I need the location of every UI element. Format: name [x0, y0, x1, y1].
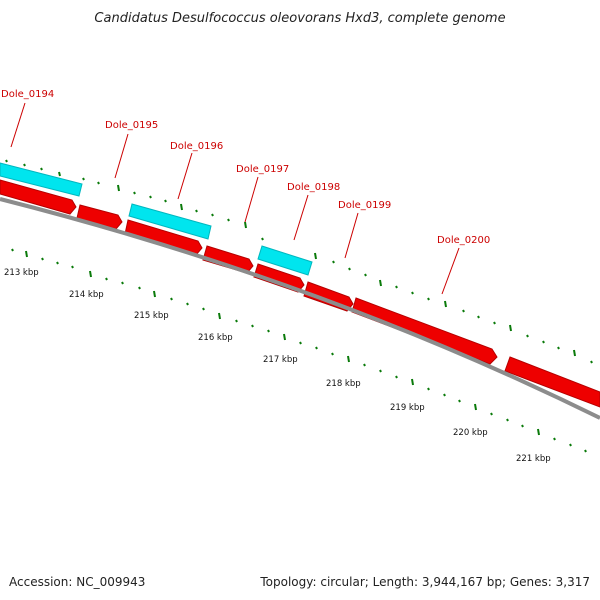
kbp-label-213: 213 kbp	[4, 268, 39, 278]
genome-backbone	[0, 197, 600, 420]
kbp-label-217: 217 kbp	[263, 355, 298, 365]
map-title: Candidatus Desulfococcus oleovorans Hxd3…	[94, 11, 505, 26]
gene-dole-0201[interactable]	[504, 356, 600, 408]
leader-dole-0199	[344, 212, 359, 259]
leader-dole-0194	[10, 102, 26, 148]
label-dole-0194: Dole_0194	[1, 89, 54, 100]
label-dole-0197: Dole_0197	[236, 164, 289, 175]
genome-summary: Topology: circular; Length: 3,944,167 bp…	[259, 575, 590, 589]
label-dole-0199: Dole_0199	[338, 200, 391, 211]
leader-dole-0198	[293, 194, 309, 241]
gene-dole-0200[interactable]	[351, 297, 498, 365]
kbp-label-220: 220 kbp	[453, 428, 488, 438]
leader-dole-0200	[441, 247, 460, 295]
kbp-label-221: 221 kbp	[516, 454, 551, 464]
forward-strand-track	[0, 179, 600, 408]
gene-labels: Dole_0194 Dole_0195 Dole_0196 Dole_0197 …	[1, 89, 490, 295]
kbp-label-214: 214 kbp	[69, 290, 104, 300]
label-dole-0196: Dole_0196	[170, 141, 223, 152]
leader-dole-0196	[177, 152, 193, 200]
gene-dole-0198[interactable]	[257, 245, 313, 276]
gene-dole-0194[interactable]	[0, 162, 83, 197]
lower-tick-row	[11, 248, 587, 453]
kbp-labels: 213 kbp 214 kbp 215 kbp 216 kbp 217 kbp …	[4, 268, 551, 464]
gene-dole-0194-forward[interactable]	[0, 179, 77, 215]
kbp-label-216: 216 kbp	[198, 333, 233, 343]
label-dole-0198: Dole_0198	[287, 182, 340, 193]
kbp-label-219: 219 kbp	[390, 403, 425, 413]
leader-dole-0197	[244, 176, 259, 223]
upper-tick-row	[5, 159, 593, 364]
kbp-label-215: 215 kbp	[134, 311, 169, 321]
label-dole-0200: Dole_0200	[437, 235, 490, 246]
kbp-label-218: 218 kbp	[326, 379, 361, 389]
leader-dole-0195	[114, 133, 129, 179]
label-dole-0195: Dole_0195	[105, 120, 158, 131]
gene-dole-0196[interactable]	[128, 203, 212, 240]
reverse-strand-track	[0, 162, 313, 276]
gene-dole-0195[interactable]	[76, 204, 123, 230]
accession-label: Accession: NC_009943	[9, 575, 145, 589]
